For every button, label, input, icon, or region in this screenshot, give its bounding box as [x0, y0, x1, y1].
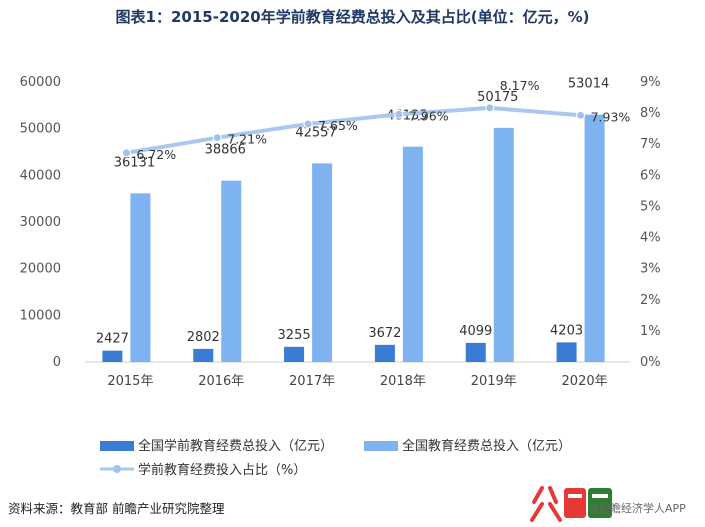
data-label-total: 53014	[568, 77, 609, 92]
data-label-preschool: 3255	[278, 328, 311, 343]
y-right-tick-label: 0%	[640, 355, 661, 370]
x-tick-label: 2018年	[380, 374, 426, 389]
data-label-total: 42557	[295, 125, 336, 140]
data-label-share: 8.17%	[500, 78, 540, 93]
x-tick-label: 2019年	[471, 374, 517, 389]
y-right-tick-label: 1%	[640, 324, 661, 339]
share-point	[121, 148, 131, 158]
share-line	[126, 105, 581, 155]
share-point	[394, 109, 404, 119]
bar-total-investment	[221, 180, 242, 362]
chart-title: 图表1：2015-2020年学前教育经费总投入及其占比(单位：亿元，%)	[115, 8, 590, 26]
legend-label-total: 全国教育经费总投入（亿元）	[402, 438, 571, 454]
data-label-preschool: 3672	[368, 326, 401, 341]
data-label-share: 7.93%	[591, 109, 631, 124]
y-right-tick-label: 6%	[640, 168, 661, 183]
bar-preschool-investment	[556, 342, 577, 362]
bar-total-investment	[493, 127, 514, 362]
bar-total-investment	[402, 146, 423, 362]
bar-total-investment	[312, 163, 333, 362]
bar-preschool-investment	[374, 344, 395, 362]
legend-swatch-preschool	[100, 441, 134, 451]
bar-preschool-investment	[465, 342, 486, 362]
data-label-total: 50175	[477, 90, 518, 105]
legend-label-share: 学前教育经费投入占比（%）	[138, 462, 306, 478]
x-tick-label: 2020年	[562, 374, 608, 389]
x-tick-label: 2017年	[289, 374, 335, 389]
y-left-tick-label: 20000	[20, 262, 61, 277]
share-point	[485, 103, 495, 113]
y-left-tick-label: 0	[53, 355, 61, 370]
data-label-preschool: 2427	[96, 332, 129, 347]
bar-total-investment	[584, 114, 605, 362]
data-label-share: 7.21%	[227, 132, 267, 147]
data-label-total: 36131	[114, 155, 155, 170]
share-point	[303, 119, 313, 129]
data-label-share: 7.96%	[409, 108, 449, 123]
bar-total-investment	[130, 193, 151, 362]
data-label-share: 6.72%	[136, 147, 176, 162]
y-left-tick-label: 50000	[20, 122, 61, 137]
y-right-tick-label: 4%	[640, 231, 661, 246]
legend-marker-share	[113, 465, 121, 473]
y-right-tick-label: 5%	[640, 199, 661, 214]
share-point	[212, 133, 222, 143]
legend-swatch-total	[364, 441, 398, 451]
data-label-preschool: 4099	[459, 324, 492, 339]
y-right-tick-label: 7%	[640, 137, 661, 152]
y-left-tick-label: 30000	[20, 215, 61, 230]
share-point	[576, 110, 586, 120]
y-left-tick-label: 60000	[20, 75, 61, 90]
data-label-total: 38866	[205, 143, 246, 158]
y-left-tick-label: 40000	[20, 168, 61, 183]
legend-label-preschool: 全国学前教育经费总投入（亿元）	[138, 438, 333, 454]
watermark-credit: @前瞻经济学人APP	[588, 502, 686, 515]
x-tick-label: 2016年	[198, 374, 244, 389]
bar-preschool-investment	[102, 350, 123, 362]
data-label-share: 7.65%	[318, 118, 358, 133]
source-note: 资料来源：教育部 前瞻产业研究院整理	[8, 501, 225, 516]
brand-logo-icon	[530, 486, 612, 522]
y-left-tick-label: 10000	[20, 308, 61, 323]
y-right-tick-label: 2%	[640, 293, 661, 308]
bar-preschool-investment	[193, 348, 214, 362]
x-tick-label: 2015年	[107, 374, 153, 389]
bar-preschool-investment	[284, 346, 305, 362]
data-label-preschool: 4203	[550, 323, 583, 338]
data-label-preschool: 2802	[187, 330, 220, 345]
y-right-tick-label: 3%	[640, 262, 661, 277]
y-right-tick-label: 8%	[640, 106, 661, 121]
y-right-tick-label: 9%	[640, 75, 661, 90]
